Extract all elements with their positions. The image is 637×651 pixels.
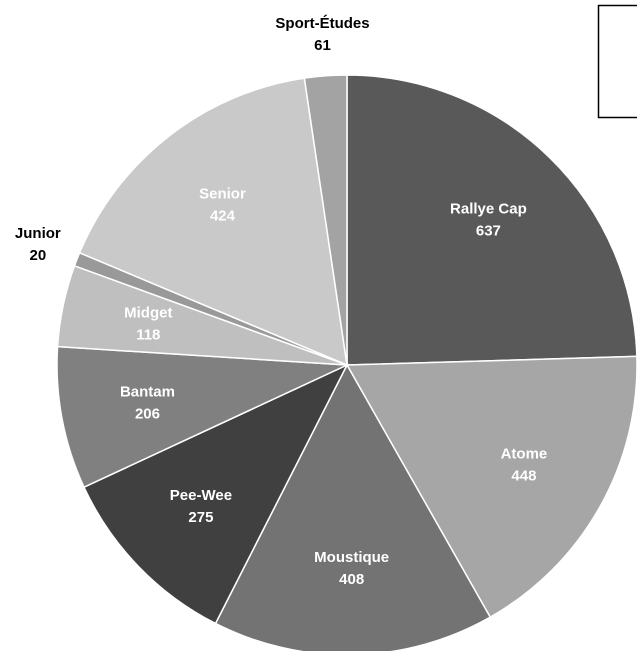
- slice-label: Bantam: [120, 383, 175, 400]
- slice-value: 637: [476, 222, 501, 239]
- pie-slice: [303, 74, 348, 366]
- legend-box: [597, 4, 637, 119]
- slice-value: 424: [210, 208, 236, 225]
- slice-label: Rallye Cap: [450, 200, 527, 217]
- slice-label: Atome: [501, 445, 548, 462]
- pie-slice: [82, 363, 349, 625]
- pie-slice: [346, 74, 637, 366]
- slice-label: Junior: [15, 225, 61, 242]
- slice-label: Moustique: [314, 549, 389, 566]
- slice-value: 20: [30, 247, 47, 264]
- pie-slice: [345, 355, 637, 619]
- slice-label: Pee-Wee: [170, 487, 232, 504]
- slice-label: Sport-Études: [275, 15, 369, 32]
- pie-slice: [78, 77, 348, 367]
- slice-value: 61: [314, 37, 331, 54]
- slice-value: 275: [188, 509, 213, 526]
- slice-label: Senior: [199, 186, 246, 203]
- slice-value: 118: [136, 326, 160, 343]
- pie-slice: [214, 363, 492, 651]
- slice-value: 408: [339, 571, 364, 588]
- slice-value: 448: [511, 467, 536, 484]
- slice-label: Midget: [124, 304, 172, 321]
- slice-value: 206: [135, 405, 160, 422]
- pie-slice: [56, 345, 348, 489]
